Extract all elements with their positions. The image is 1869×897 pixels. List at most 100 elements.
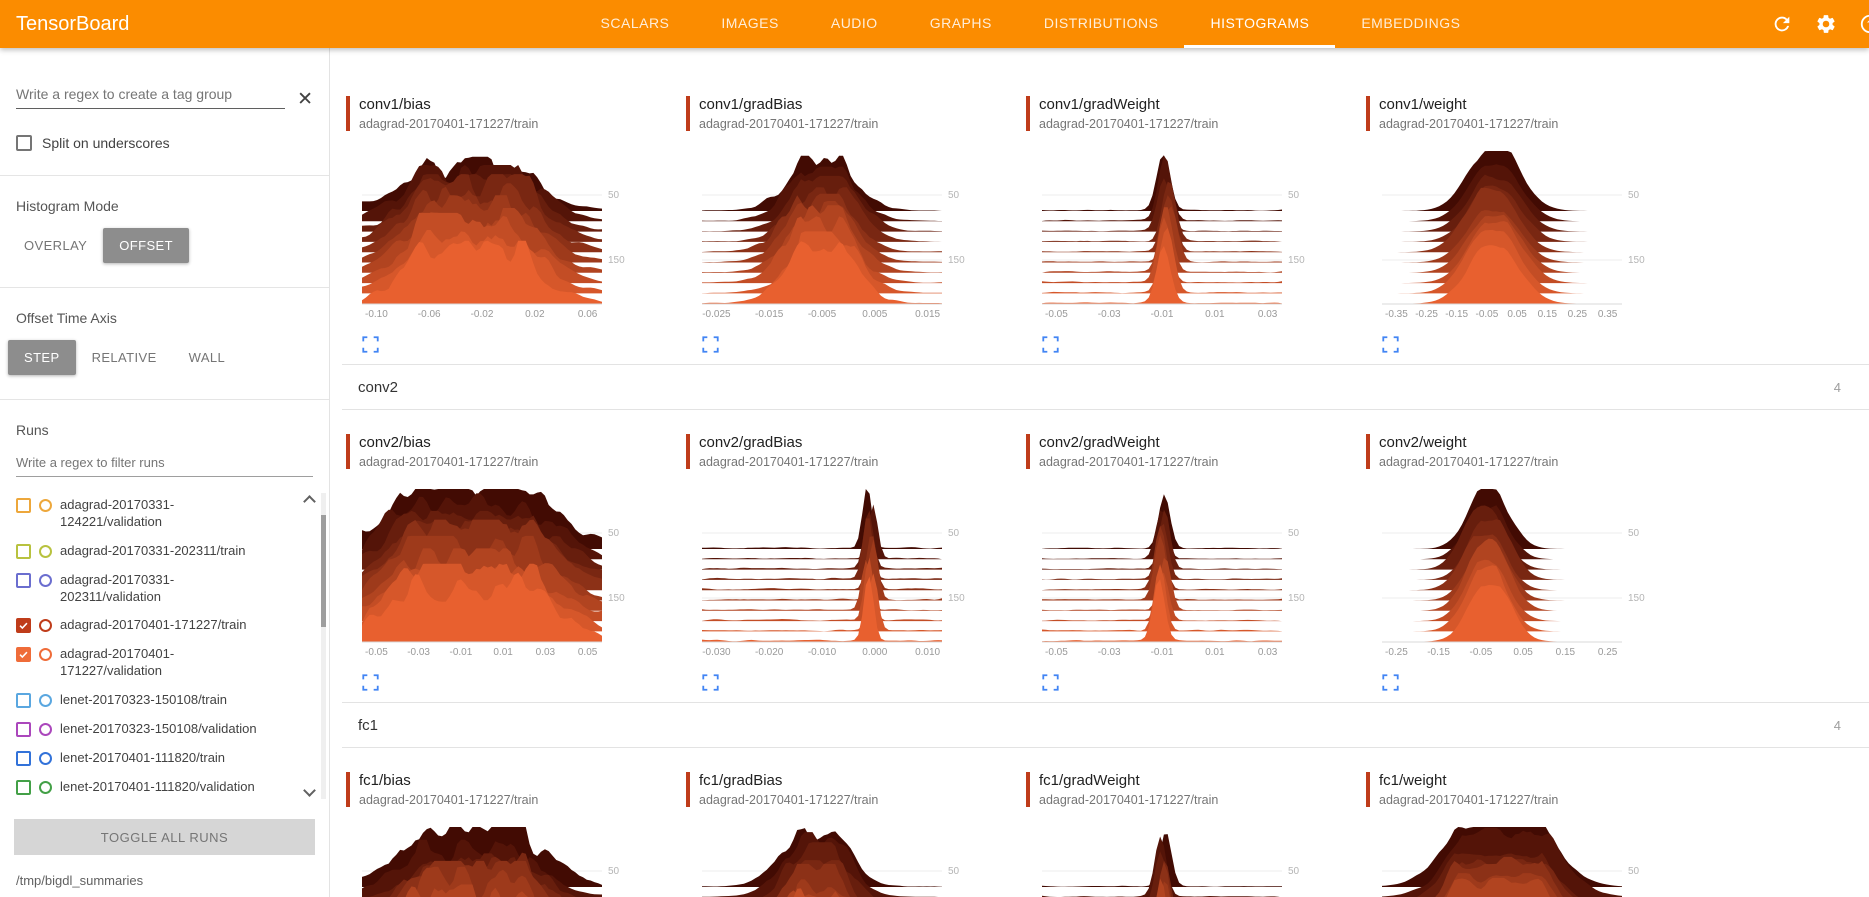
tag-filter-input[interactable] — [16, 82, 286, 109]
tab-embeddings[interactable]: EMBEDDINGS — [1361, 14, 1461, 31]
category-count: 4 — [1833, 717, 1841, 733]
run-color-circle[interactable] — [39, 619, 52, 633]
offset-time-axis-step-button[interactable]: STEP — [8, 340, 76, 375]
expand-icon[interactable] — [702, 674, 720, 692]
svg-text:0.25: 0.25 — [1568, 309, 1588, 320]
run-color-circle[interactable] — [39, 499, 52, 512]
card-header: fc1/gradBias adagrad-20170401-171227/trai… — [686, 772, 1022, 807]
run-checkbox[interactable] — [16, 618, 31, 634]
tab-audio[interactable]: AUDIO — [830, 14, 878, 31]
checkbox-box[interactable] — [16, 135, 32, 151]
card-header: fc1/bias adagrad-20170401-171227/train — [346, 772, 682, 807]
run-checkbox[interactable] — [16, 498, 31, 513]
expand-icon[interactable] — [702, 336, 720, 354]
scroll-up-icon[interactable] — [303, 495, 316, 508]
histograms-dashboard: conv1/bias adagrad-20170401-171227/train 5… — [330, 48, 1869, 897]
histogram-chart[interactable]: 50 150 -0.10 -0.06 -0.02 0.02 0.06 — [362, 147, 682, 326]
run-color-circle[interactable] — [39, 723, 52, 737]
histogram-mode-offset-button[interactable]: OFFSET — [103, 228, 189, 263]
run-item[interactable]: lenet-20170323-150108/train — [16, 686, 299, 715]
svg-text:0.01: 0.01 — [1205, 309, 1225, 320]
expand-icon[interactable] — [362, 674, 380, 692]
expand-icon[interactable] — [362, 336, 380, 354]
run-item[interactable]: adagrad-20170331-202311/validation — [16, 566, 299, 612]
histogram-chart[interactable]: 50 150 -0.030 -0.020 -0.010 0.000 0.010 — [702, 485, 1022, 664]
histogram-chart[interactable]: 50 150 -0.025 -0.015 -0.005 0.005 0.015 — [702, 147, 1022, 326]
runs-filter-input[interactable] — [16, 452, 313, 477]
run-checkbox[interactable] — [16, 722, 31, 738]
run-color-circle[interactable] — [39, 573, 52, 587]
refresh-icon[interactable] — [1771, 13, 1793, 35]
offset-time-axis-wall-button[interactable]: WALL — [173, 340, 242, 375]
svg-text:0.06: 0.06 — [578, 309, 598, 320]
run-item[interactable]: adagrad-20170331-124221/validation — [16, 491, 299, 537]
histogram-chart[interactable]: 50 150 -0.05 -0.03 -0.01 0.01 0.03 — [1042, 147, 1362, 326]
close-icon[interactable]: ✕ — [297, 89, 313, 110]
category-header-fc1[interactable]: fc1 4 — [342, 702, 1869, 748]
scrollbar-thumb[interactable] — [321, 515, 326, 627]
run-checkbox[interactable] — [16, 750, 31, 766]
expand-icon[interactable] — [1042, 336, 1060, 354]
svg-text:-0.15: -0.15 — [1445, 309, 1468, 320]
histogram-card: conv2/bias adagrad-20170401-171227/train 5… — [342, 418, 682, 692]
expand-icon[interactable] — [1382, 336, 1400, 354]
run-checkbox[interactable] — [16, 543, 31, 559]
split-underscores-checkbox[interactable]: Split on underscores — [16, 135, 313, 151]
run-label: adagrad-20170331-202311/validation — [60, 571, 175, 604]
tab-images[interactable]: IMAGES — [721, 14, 779, 31]
scroll-down-icon[interactable] — [303, 784, 316, 797]
run-item[interactable]: lenet-20170401-111820/train — [16, 744, 299, 773]
run-item[interactable]: lenet-20170401-111820/validation — [16, 773, 299, 802]
run-color-circle[interactable] — [39, 751, 52, 765]
histogram-run-subtitle: adagrad-20170401-171227/train — [359, 455, 539, 469]
svg-text:50: 50 — [948, 866, 960, 877]
help-icon[interactable]: ? — [1859, 13, 1869, 35]
card-header: fc1/gradWeight adagrad-20170401-171227/tr… — [1026, 772, 1362, 807]
histogram-chart[interactable]: 50 150 -0.25 -0.15 -0.05 0.05 0.15 0.25 — [1382, 485, 1702, 664]
run-item[interactable]: adagrad-20170401-171227/validation — [16, 640, 299, 686]
svg-text:-0.35: -0.35 — [1385, 309, 1408, 320]
svg-text:-0.15: -0.15 — [1427, 647, 1450, 658]
run-color-circle[interactable] — [39, 648, 52, 662]
run-item[interactable]: adagrad-20170401-171227/train — [16, 611, 299, 640]
histogram-mode-overlay-button[interactable]: OVERLAY — [8, 228, 103, 263]
offset-time-axis-relative-button[interactable]: RELATIVE — [76, 340, 173, 375]
tab-histograms[interactable]: HISTOGRAMS — [1184, 0, 1336, 48]
svg-text:0.01: 0.01 — [1205, 647, 1225, 658]
run-checkbox[interactable] — [16, 572, 31, 588]
run-label: lenet-20170401-111820/train — [60, 749, 226, 765]
histogram-chart[interactable]: 50 150 -0.05 -0.03 -0.01 0.01 0.03 — [1042, 485, 1362, 664]
tab-graphs[interactable]: GRAPHS — [929, 14, 992, 31]
histogram-chart[interactable]: 50 150 -0.05 -0.03 -0.01 0.01 0.03 0.05 — [362, 485, 682, 664]
svg-text:150: 150 — [948, 255, 965, 266]
tab-distributions[interactable]: DISTRIBUTIONS — [1043, 14, 1159, 31]
category-header-conv2[interactable]: conv2 4 — [342, 364, 1869, 410]
run-checkbox[interactable] — [16, 693, 31, 709]
histogram-chart[interactable]: 50 150 -0.35 -0.25 -0.15 -0.05 0.05 0.15 0.25 0.3… — [1382, 147, 1702, 326]
settings-icon[interactable] — [1815, 13, 1837, 35]
svg-text:0.010: 0.010 — [915, 647, 940, 658]
run-item[interactable]: lenet-20170401-112317/train — [16, 802, 299, 807]
run-checkbox[interactable] — [16, 779, 31, 795]
histogram-tag-title: conv2/gradBias — [699, 434, 803, 451]
runs-list: adagrad-20170331-124221/validation adagra… — [0, 485, 329, 807]
histogram-tag-title: conv1/weight — [1379, 96, 1467, 113]
run-color-circle[interactable] — [39, 694, 52, 708]
run-item[interactable]: adagrad-20170331-202311/train — [16, 537, 299, 566]
expand-icon[interactable] — [1382, 674, 1400, 692]
run-item[interactable]: lenet-20170323-150108/validation — [16, 715, 299, 744]
histogram-tag-title: conv2/bias — [359, 434, 431, 451]
toggle-all-runs-button[interactable]: TOGGLE ALL RUNS — [14, 819, 315, 855]
run-color-circle[interactable] — [39, 544, 52, 558]
tab-scalars[interactable]: SCALARS — [600, 14, 670, 31]
svg-text:0.02: 0.02 — [525, 309, 545, 320]
scrollbar-track[interactable] — [321, 493, 326, 799]
expand-icon[interactable] — [1042, 674, 1060, 692]
run-checkbox[interactable] — [16, 647, 31, 663]
run-color-circle[interactable] — [39, 780, 52, 794]
histogram-card: conv2/weight adagrad-20170401-171227/trai… — [1362, 418, 1702, 692]
